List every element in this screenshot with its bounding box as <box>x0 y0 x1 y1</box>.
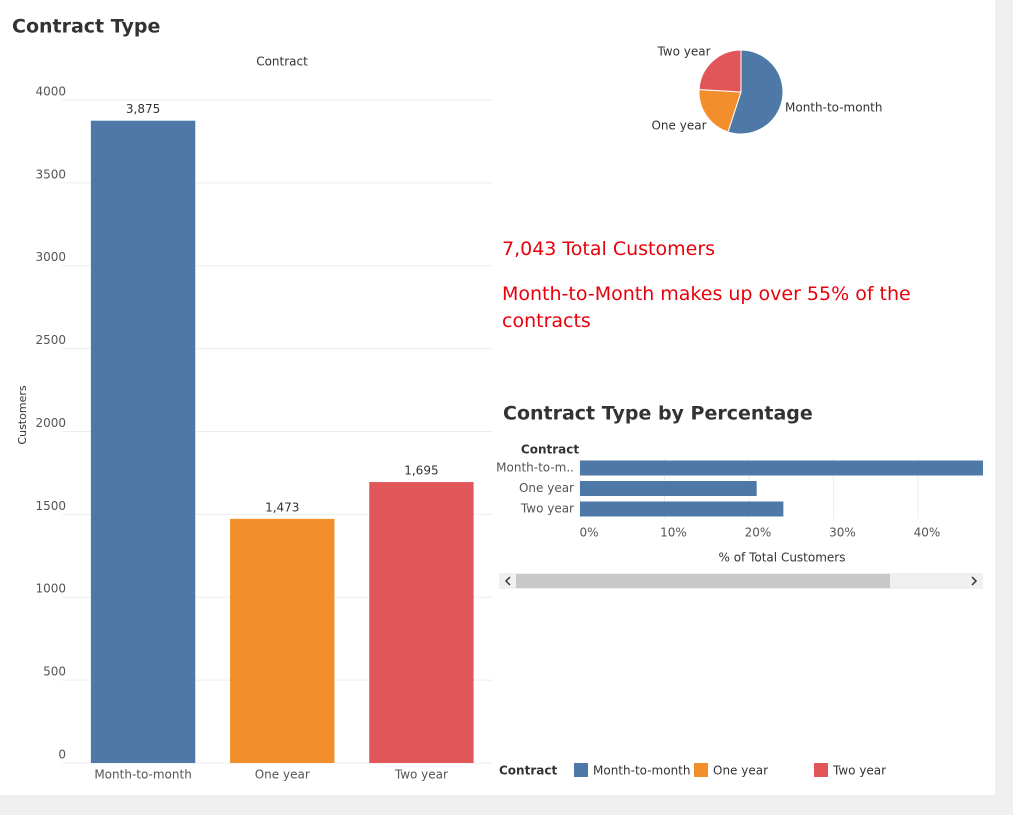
pie-label: Month-to-month <box>785 101 883 115</box>
value-label: 1,473 <box>265 500 299 514</box>
value-label: 1,695 <box>404 464 438 478</box>
legend-label: Two year <box>832 764 886 778</box>
pie-slice <box>698 49 742 93</box>
scrollbar-thumb[interactable] <box>516 574 890 588</box>
row-header: Contract <box>521 443 579 457</box>
y-tick-label: 4000 <box>35 84 66 98</box>
chart-title: Contract Type <box>12 16 160 38</box>
x-axis-label: % of Total Customers <box>719 551 846 565</box>
pie-label: Two year <box>656 45 710 59</box>
bar <box>580 460 983 476</box>
column-header: Contract <box>256 55 308 69</box>
legend-swatch <box>574 763 588 777</box>
y-axis-label: Customers <box>16 385 29 444</box>
scroll-left[interactable] <box>504 576 511 586</box>
y-tick-label: 500 <box>43 665 66 679</box>
legend-label: One year <box>713 764 768 778</box>
legend-title: Contract <box>499 764 557 778</box>
pie-slice <box>698 89 742 133</box>
y-tick-label: 3500 <box>35 167 66 181</box>
y-tick-label: 1000 <box>35 582 66 596</box>
annotation: 7,043 Total Customers <box>502 238 716 260</box>
y-tick-label: 0 <box>58 748 66 762</box>
pie-label: One year <box>651 119 706 133</box>
bar <box>90 120 196 763</box>
y-tick-label: 2500 <box>35 333 66 347</box>
y-tick-label: 2000 <box>35 416 66 430</box>
y-tick-label: One year <box>519 481 574 495</box>
y-tick-label: Month-to-m.. <box>496 461 574 475</box>
x-tick-label: 10% <box>660 526 687 540</box>
bar <box>580 481 757 496</box>
y-tick-label: Two year <box>520 502 574 516</box>
x-tick-label: 20% <box>745 526 772 540</box>
pie-slice <box>727 49 784 135</box>
x-tick-label: One year <box>255 768 310 782</box>
y-tick-label: 1500 <box>35 499 66 513</box>
x-tick-label: 40% <box>914 526 941 540</box>
chart: Contract Type Contract Customers Contrac… <box>12 16 983 782</box>
x-tick-label: Month-to-month <box>94 768 192 782</box>
x-tick-label: Two year <box>394 768 448 782</box>
chart-title: Contract Type by Percentage <box>503 403 813 425</box>
bar <box>230 518 335 763</box>
bar <box>580 501 784 517</box>
y-tick-label: 3000 <box>35 250 66 264</box>
annotation: Month-to-Month makes up over 55% of the … <box>502 283 911 332</box>
bar <box>369 482 474 763</box>
bar-group <box>580 460 983 517</box>
legend-label: Month-to-month <box>593 764 691 778</box>
x-tick-label: 30% <box>829 526 856 540</box>
legend-swatch <box>694 763 708 777</box>
x-tick-label: 0% <box>579 526 598 540</box>
value-label: 3,875 <box>126 102 160 116</box>
legend-swatch <box>814 763 828 777</box>
scroll-right[interactable] <box>971 576 978 586</box>
